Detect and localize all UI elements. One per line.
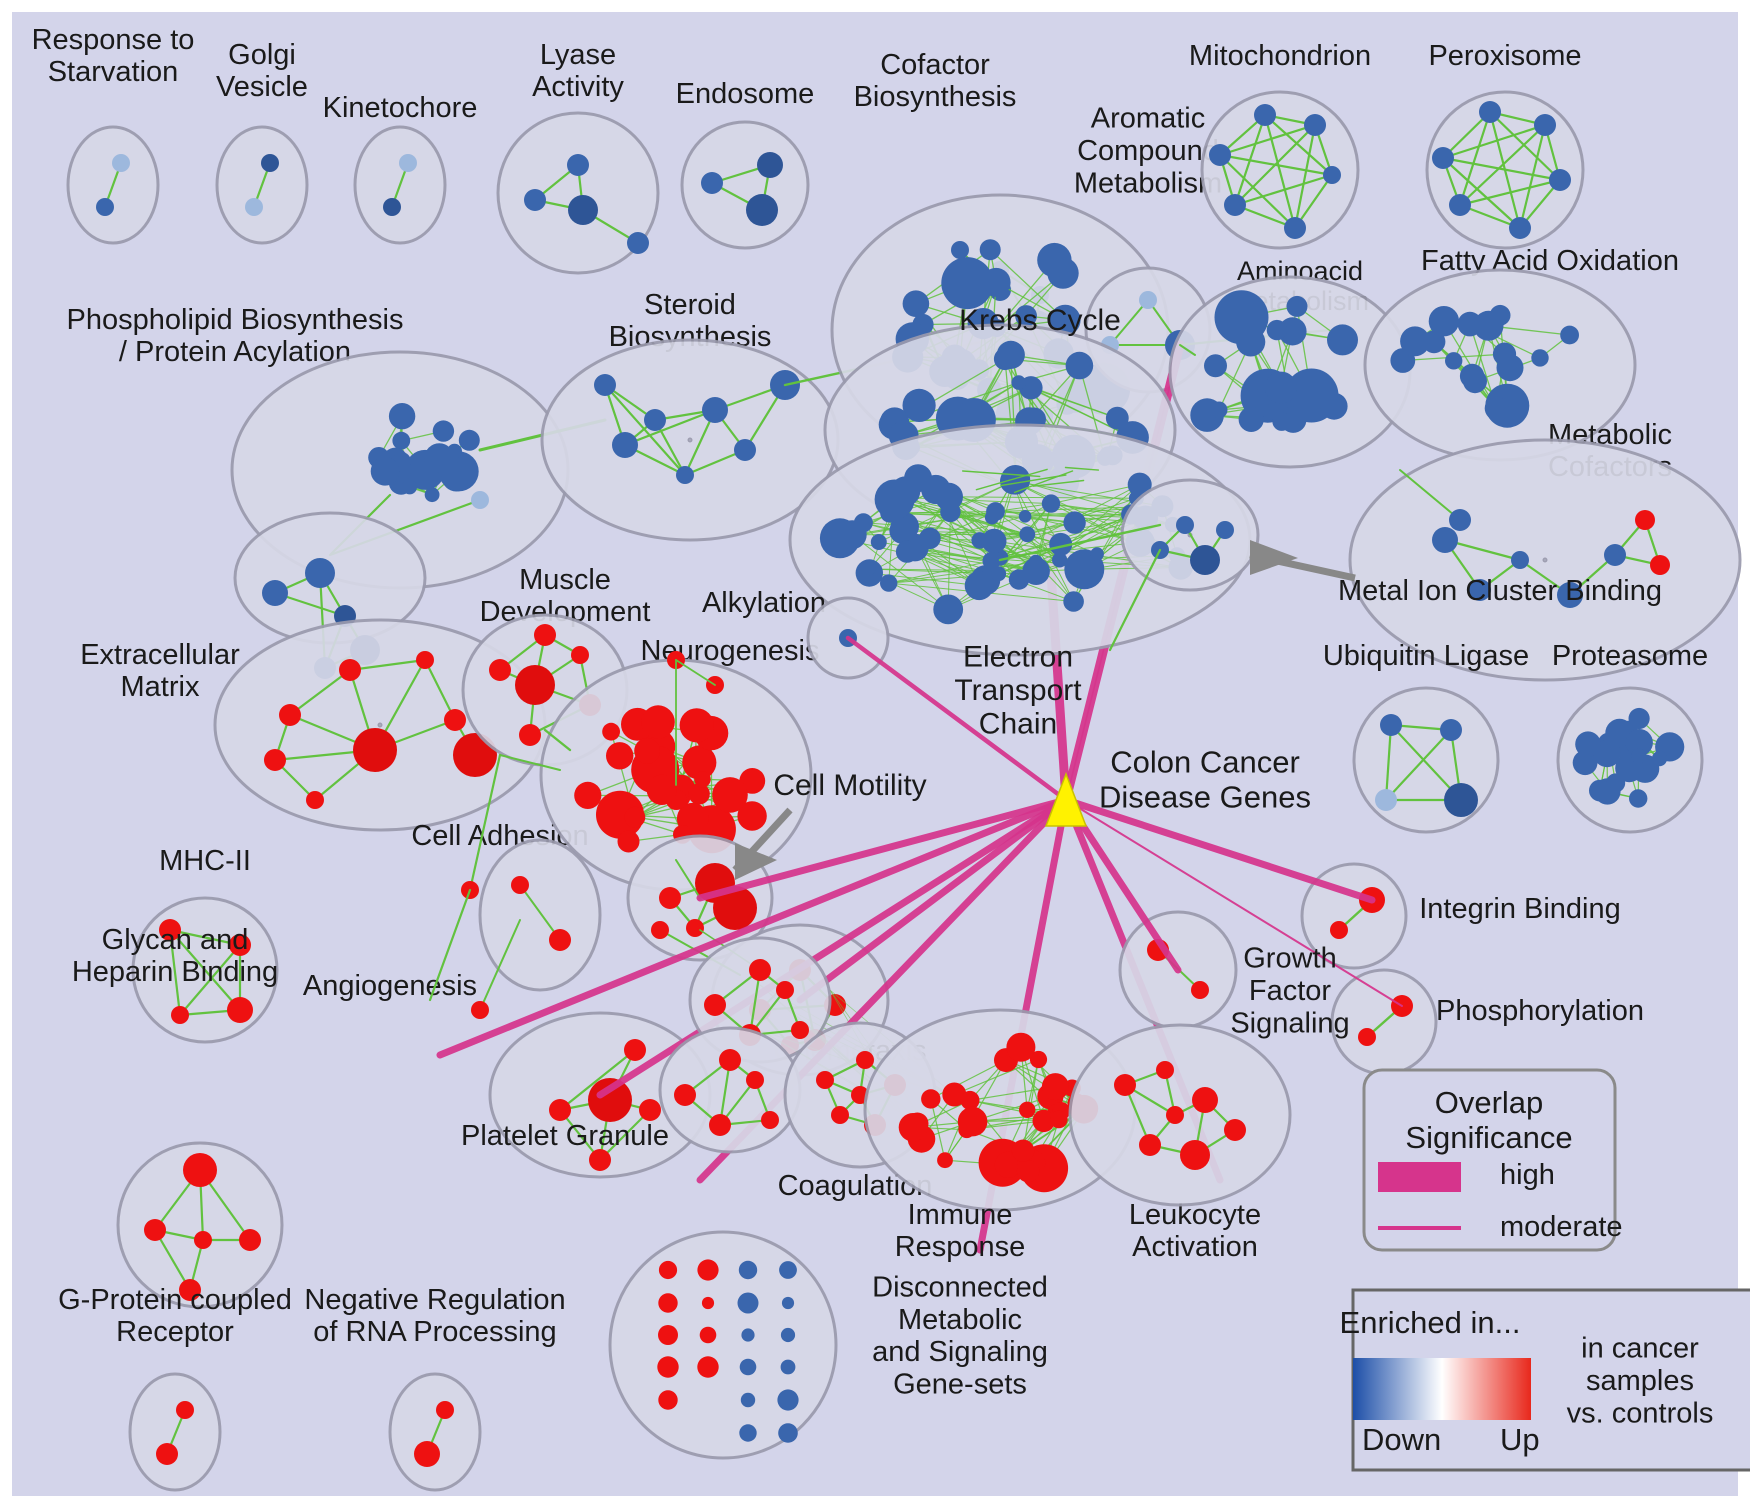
svg-text:Immune: Immune [908,1199,1013,1231]
svg-text:Biosynthesis: Biosynthesis [854,81,1017,113]
svg-text:Metal Ion Cluster Binding: Metal Ion Cluster Binding [1338,575,1662,607]
svg-text:Receptor: Receptor [116,1316,234,1348]
svg-text:Heparin Binding: Heparin Binding [72,956,278,988]
svg-text:Electron: Electron [963,640,1073,673]
svg-text:Significance: Significance [1405,1120,1572,1155]
svg-text:high: high [1500,1159,1555,1191]
svg-text:Endosome: Endosome [676,78,815,110]
svg-text:samples: samples [1586,1365,1694,1397]
svg-text:Activity: Activity [532,71,624,103]
svg-text:Integrin Binding: Integrin Binding [1419,893,1621,925]
svg-text:Gene-sets: Gene-sets [893,1369,1027,1401]
svg-text:Up: Up [1500,1422,1540,1457]
svg-text:Proteasome: Proteasome [1552,640,1708,672]
svg-text:MHC-II: MHC-II [159,845,251,877]
svg-text:Overlap: Overlap [1435,1085,1544,1120]
svg-text:Activation: Activation [1132,1231,1258,1263]
svg-text:Steroid: Steroid [644,289,736,321]
svg-text:Vesicle: Vesicle [216,71,308,103]
svg-text:Extracellular: Extracellular [80,639,240,671]
svg-text:and Signaling: and Signaling [872,1336,1048,1368]
svg-text:Cofactor: Cofactor [880,49,990,81]
svg-text:Mitochondrion: Mitochondrion [1189,40,1371,72]
svg-text:Response to: Response to [32,24,195,56]
svg-text:Factor: Factor [1249,975,1332,1007]
svg-text:Metabolism: Metabolism [1074,168,1222,200]
svg-text:Muscle: Muscle [519,564,611,596]
svg-text:vs. controls: vs. controls [1567,1398,1714,1430]
svg-text:Peroxisome: Peroxisome [1428,40,1581,72]
svg-text:Cell Motility: Cell Motility [773,769,926,802]
svg-text:Disease Genes: Disease Genes [1099,779,1311,814]
svg-text:Angiogenesis: Angiogenesis [303,970,477,1002]
svg-text:Phosphorylation: Phosphorylation [1436,995,1644,1027]
svg-text:Platelet Granule: Platelet Granule [461,1120,669,1152]
svg-text:Negative Regulation: Negative Regulation [304,1284,565,1316]
svg-text:Kinetochore: Kinetochore [323,92,478,124]
svg-text:Growth: Growth [1243,943,1336,975]
svg-text:in cancer: in cancer [1581,1333,1699,1365]
svg-text:G-Protein coupled: G-Protein coupled [58,1284,292,1316]
svg-text:Lyase: Lyase [540,39,616,71]
svg-text:Disconnected: Disconnected [872,1271,1048,1303]
svg-text:Aromatic: Aromatic [1091,103,1205,135]
svg-text:Enriched in...: Enriched in... [1340,1305,1521,1340]
svg-text:/ Protein Acylation: / Protein Acylation [119,336,351,368]
svg-text:Matrix: Matrix [121,671,200,703]
svg-text:Glycan and: Glycan and [102,924,249,956]
svg-text:of RNA Processing: of RNA Processing [313,1316,556,1348]
svg-text:Response: Response [895,1231,1026,1263]
svg-text:Krebs Cycle: Krebs Cycle [959,304,1121,337]
svg-text:Transport: Transport [954,674,1082,707]
svg-text:Ubiquitin Ligase: Ubiquitin Ligase [1323,640,1529,672]
svg-text:Metabolic: Metabolic [898,1304,1022,1336]
svg-text:Signaling: Signaling [1230,1008,1349,1040]
svg-text:Down: Down [1362,1422,1441,1457]
svg-text:Alkylation: Alkylation [702,587,826,619]
svg-text:Chain: Chain [979,708,1057,741]
svg-text:Compound: Compound [1077,135,1219,167]
svg-text:Fatty Acid Oxidation: Fatty Acid Oxidation [1421,245,1679,277]
svg-text:moderate: moderate [1500,1211,1623,1243]
svg-text:Phospholipid Biosynthesis: Phospholipid Biosynthesis [67,304,404,336]
svg-text:Golgi: Golgi [228,39,296,71]
svg-text:Colon Cancer: Colon Cancer [1110,745,1300,780]
svg-text:Starvation: Starvation [48,56,179,88]
